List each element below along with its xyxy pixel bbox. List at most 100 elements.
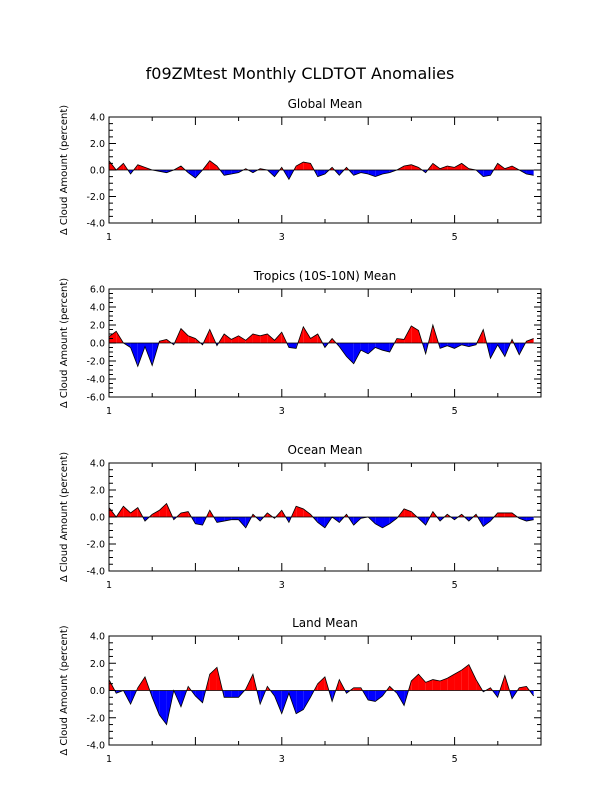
y-tick-label: 4.0 [90,459,105,470]
area-segment [252,334,261,343]
area-segment [159,339,167,343]
y-tick-label: 6.0 [90,285,105,296]
x-tick-label: 5 [452,406,458,417]
y-tick-label: -2.0 [86,192,105,203]
area-segment [353,687,361,691]
area-segment [454,163,462,170]
area-segment [497,512,505,517]
area-segment [411,164,419,170]
x-tick-label: 3 [279,232,285,243]
area-segment [404,325,412,343]
area-segment [130,343,138,367]
area-segment [209,160,217,170]
area-segment [346,343,354,364]
area-segment [303,508,311,517]
x-tick-label: 1 [106,754,112,765]
panel-4: 4.0 2.0 0.0 -2.0 -4.01 3 5 Land Mean Δ Cloud Amo… [59,616,542,765]
area-segment [440,343,448,349]
y-axis-label: Δ Cloud Amount (percent) [59,105,70,235]
area-segment [180,328,189,343]
area-segment [468,343,477,347]
area-segment [461,343,469,347]
area-segment [447,674,455,691]
y-tick-label: -6.0 [86,393,105,404]
area-segment [454,343,462,349]
area-segment [396,338,405,343]
area-segment [375,343,383,351]
y-tick-label: 0.0 [90,339,105,350]
area-segment [382,343,390,352]
y-axis-label: Δ Cloud Amount (percent) [59,625,70,755]
y-tick-label: -4.0 [86,219,105,230]
area-segment [382,517,390,528]
y-tick-label: 2.0 [90,321,105,332]
y-axis-label: Δ Cloud Amount (percent) [59,452,70,582]
area-segment [152,510,160,517]
area-segment [317,676,325,691]
panel-title: Global Mean [288,97,363,111]
panel-3: 4.0 2.0 0.0 -2.0 -4.01 3 5 Ocean Mean Δ Cloud Am… [59,443,542,591]
panel-2: 6.0 4.0 2.0 0.0 -2.0 -4.0 -6.01 3 5 Tropics (10S-… [59,269,542,417]
area-segment [288,343,297,349]
area-segment [209,667,217,691]
area-segment [432,679,441,691]
panel-title: Land Mean [292,616,358,630]
y-tick-label: 0.0 [90,166,105,177]
x-tick-label: 5 [452,580,458,591]
area-segment [152,690,160,716]
panel-1: 4.0 2.0 0.0 -2.0 -4.01 3 5 Global Mean Δ Cloud A… [59,97,542,243]
y-axis-label: Δ Cloud Amount (percent) [59,278,70,408]
area-segment [274,690,282,714]
area-segment [231,335,239,343]
x-tick-label: 1 [106,232,112,243]
area-segment [404,508,412,517]
x-tick-label: 5 [452,754,458,765]
area-segment [375,690,383,702]
x-tick-label: 1 [106,580,112,591]
area-segment [353,343,361,364]
area-segment [224,690,232,698]
area-segment [310,334,318,343]
area-segment [195,517,203,526]
x-tick-label: 5 [452,232,458,243]
area-segment [483,517,491,527]
area-segment [188,335,196,343]
y-tick-label: 4.0 [90,113,105,124]
series-line [108,323,534,368]
area-segment [303,326,311,343]
area-segment [130,507,138,517]
area-segment [375,517,383,528]
y-tick-label: -4.0 [86,375,105,386]
area-segment [303,690,311,710]
area-segment [231,517,239,520]
y-tick-label: -2.0 [86,540,105,551]
area-segment [238,335,246,343]
series-line [108,160,534,181]
area-segment [317,170,325,177]
area-segment [224,334,232,343]
area-segment [159,690,167,725]
area-segment [483,170,491,177]
y-tick-label: 4.0 [90,303,105,314]
area-segment [137,164,145,170]
x-tick-label: 3 [279,580,285,591]
area-segment [368,343,376,354]
area-segment [375,170,383,177]
x-tick-label: 3 [279,406,285,417]
area-segment [368,170,376,177]
area-segment [339,343,347,357]
area-segment [195,690,203,703]
area-segment [296,162,304,170]
area-segment [296,506,304,517]
area-segment [159,503,167,517]
y-tick-label: 0.0 [90,513,105,524]
area-segment [526,338,534,343]
area-segment [447,343,455,349]
area-segment [411,325,419,343]
y-tick-label: -2.0 [86,713,105,724]
area-segment [440,678,448,691]
area-segment [461,664,469,691]
area-segment [368,690,376,702]
y-tick-label: 2.0 [90,486,105,497]
